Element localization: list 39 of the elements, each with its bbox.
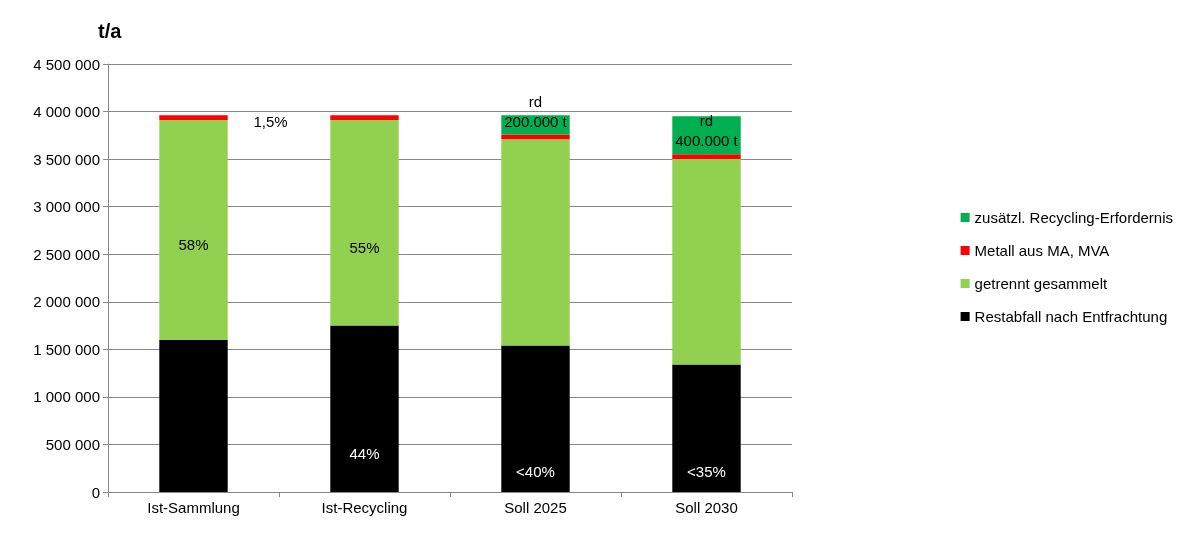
y-tick-label: 3 500 000 — [33, 150, 100, 168]
bar — [330, 325, 399, 492]
annotation: rd 400.000 t — [675, 112, 739, 150]
bar — [672, 364, 741, 492]
y-axis-title: t/a — [98, 20, 123, 42]
legend-label: zusätzl. Recycling-Erfordernis — [974, 209, 1174, 226]
bar — [159, 120, 228, 340]
y-tick-label: 1 000 000 — [33, 388, 100, 406]
y-tick-label: 2 500 000 — [33, 245, 100, 263]
bar — [159, 339, 228, 492]
bar — [501, 345, 570, 492]
annotation: 58% — [178, 236, 209, 254]
y-tick-label: 3 000 000 — [33, 198, 100, 216]
legend-label: getrennt gesammelt — [974, 275, 1108, 292]
bar — [672, 159, 741, 365]
annotation: 55% — [349, 239, 380, 257]
x-tick-label: Ist-Sammlung — [147, 499, 240, 516]
y-tick-label: 0 — [91, 483, 100, 501]
annotation: <35% — [687, 462, 726, 480]
annotation: rd 200.000 t — [504, 93, 568, 131]
bar — [501, 134, 570, 140]
bar — [330, 120, 399, 326]
x-tick-label: Soll 2025 — [504, 499, 567, 516]
y-tick-label: 4 500 000 — [33, 55, 100, 73]
y-tick-label: 500 000 — [45, 435, 100, 453]
bar — [672, 154, 741, 160]
bar — [330, 115, 399, 121]
annotation: 44% — [349, 445, 380, 463]
legend-label: Metall aus MA, MVA — [974, 242, 1110, 259]
bar — [501, 139, 570, 346]
y-tick-label: 4 000 000 — [33, 103, 100, 121]
annotation: 1,5% — [253, 113, 288, 131]
x-tick-label: Ist-Recycling — [321, 499, 408, 516]
y-tick-label: 1 500 000 — [33, 340, 100, 358]
legend-label: Restabfall nach Entfrachtung — [974, 308, 1168, 325]
x-tick-label: Soll 2030 — [675, 499, 738, 516]
y-tick-label: 2 000 000 — [33, 293, 100, 311]
annotation: <40% — [516, 462, 555, 480]
bar — [159, 115, 228, 121]
